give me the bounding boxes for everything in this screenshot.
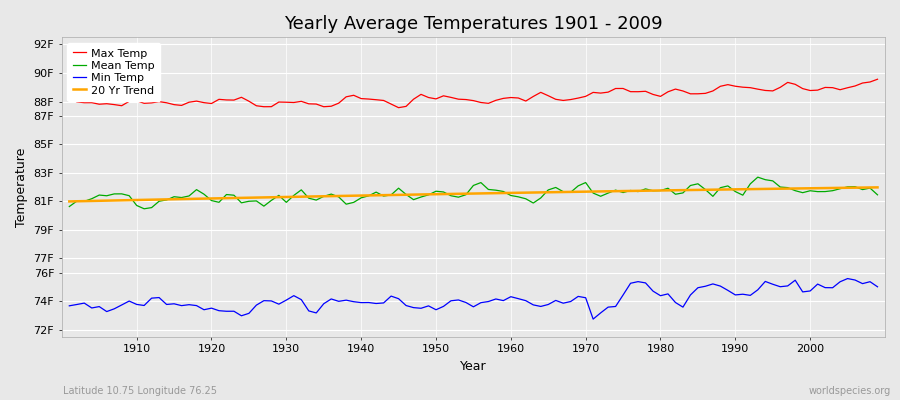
Mean Temp [506, 193, 517, 198]
Mean Temp [139, 206, 149, 211]
Y-axis label: Temperature: Temperature [15, 147, 28, 227]
20 Yr Trend [498, 191, 508, 196]
20 Yr Trend [506, 190, 517, 195]
X-axis label: Year: Year [460, 360, 487, 373]
20 Yr Trend [333, 194, 344, 198]
Min Temp [588, 317, 598, 322]
20 Yr Trend [64, 199, 75, 204]
Mean Temp [124, 193, 135, 198]
Line: Min Temp: Min Temp [69, 278, 878, 319]
Mean Temp [296, 188, 307, 192]
Title: Yearly Average Temperatures 1901 - 2009: Yearly Average Temperatures 1901 - 2009 [284, 15, 662, 33]
Mean Temp [872, 192, 883, 197]
Max Temp [333, 101, 344, 106]
Line: Mean Temp: Mean Temp [69, 177, 878, 209]
Text: Latitude 10.75 Longitude 76.25: Latitude 10.75 Longitude 76.25 [63, 386, 217, 396]
Min Temp [124, 299, 135, 304]
20 Yr Trend [595, 189, 606, 194]
Min Temp [506, 294, 517, 299]
Text: worldspecies.org: worldspecies.org [809, 386, 891, 396]
Mean Temp [513, 194, 524, 199]
Max Temp [872, 77, 883, 82]
20 Yr Trend [124, 198, 135, 202]
Min Temp [603, 305, 614, 310]
Min Temp [498, 298, 508, 303]
Max Temp [64, 95, 75, 100]
Legend: Max Temp, Mean Temp, Min Temp, 20 Yr Trend: Max Temp, Mean Temp, Min Temp, 20 Yr Tre… [68, 43, 160, 101]
Line: Max Temp: Max Temp [69, 79, 878, 108]
Mean Temp [603, 191, 614, 196]
20 Yr Trend [872, 185, 883, 190]
Min Temp [64, 304, 75, 308]
Mean Temp [752, 175, 763, 180]
Max Temp [393, 105, 404, 110]
Min Temp [872, 284, 883, 289]
Min Temp [288, 293, 299, 298]
20 Yr Trend [288, 194, 299, 199]
Mean Temp [341, 202, 352, 206]
Mean Temp [64, 204, 75, 209]
Min Temp [842, 276, 853, 281]
Max Temp [506, 95, 517, 100]
Max Temp [513, 96, 524, 100]
Min Temp [333, 299, 344, 304]
Max Temp [124, 99, 135, 104]
Line: 20 Yr Trend: 20 Yr Trend [69, 187, 878, 202]
Max Temp [288, 100, 299, 105]
Max Temp [603, 90, 614, 94]
